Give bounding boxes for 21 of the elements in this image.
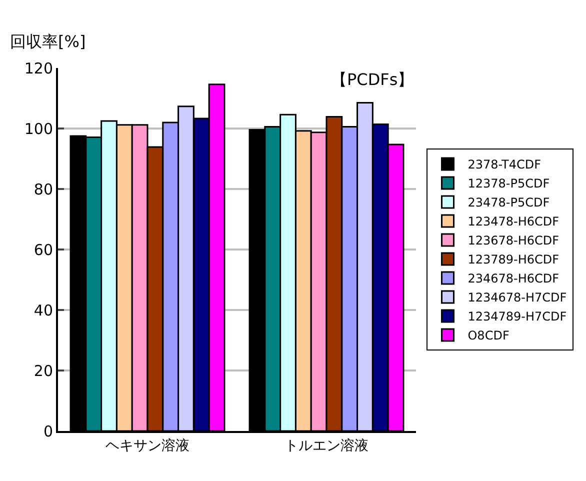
- y-tick-label: 40: [34, 301, 53, 320]
- x-tick-label: ヘキサン溶液: [106, 438, 190, 454]
- y-tick-label: 120: [24, 59, 53, 78]
- y-tick-label: 60: [34, 240, 53, 259]
- legend-label: 234678-H6CDF: [468, 272, 560, 286]
- y-tick-label: 100: [24, 120, 53, 138]
- chart-title: 【PCDFs】: [331, 70, 414, 89]
- legend-label: 2378-T4CDF: [468, 158, 542, 172]
- legend-label: 1234789-H7CDF: [468, 310, 567, 324]
- y-axis-title: 回収率[%]: [10, 32, 86, 51]
- legend-label: 23478-P5CDF: [468, 196, 550, 210]
- x-tick-label: トルエン溶液: [284, 438, 368, 454]
- y-tick-label: 20: [34, 362, 53, 380]
- legend-label: 123678-H6CDF: [468, 234, 560, 248]
- legend-label: O8CDF: [468, 328, 510, 343]
- legend-label: 123789-H6CDF: [468, 252, 560, 267]
- legend-label: 123478-H6CDF: [468, 214, 560, 229]
- legend-label: 1234678-H7CDF: [468, 290, 567, 305]
- y-tick-label: 0: [43, 422, 53, 440]
- y-tick-label: 80: [34, 180, 53, 198]
- legend-label: 12378-P5CDF: [468, 176, 550, 191]
